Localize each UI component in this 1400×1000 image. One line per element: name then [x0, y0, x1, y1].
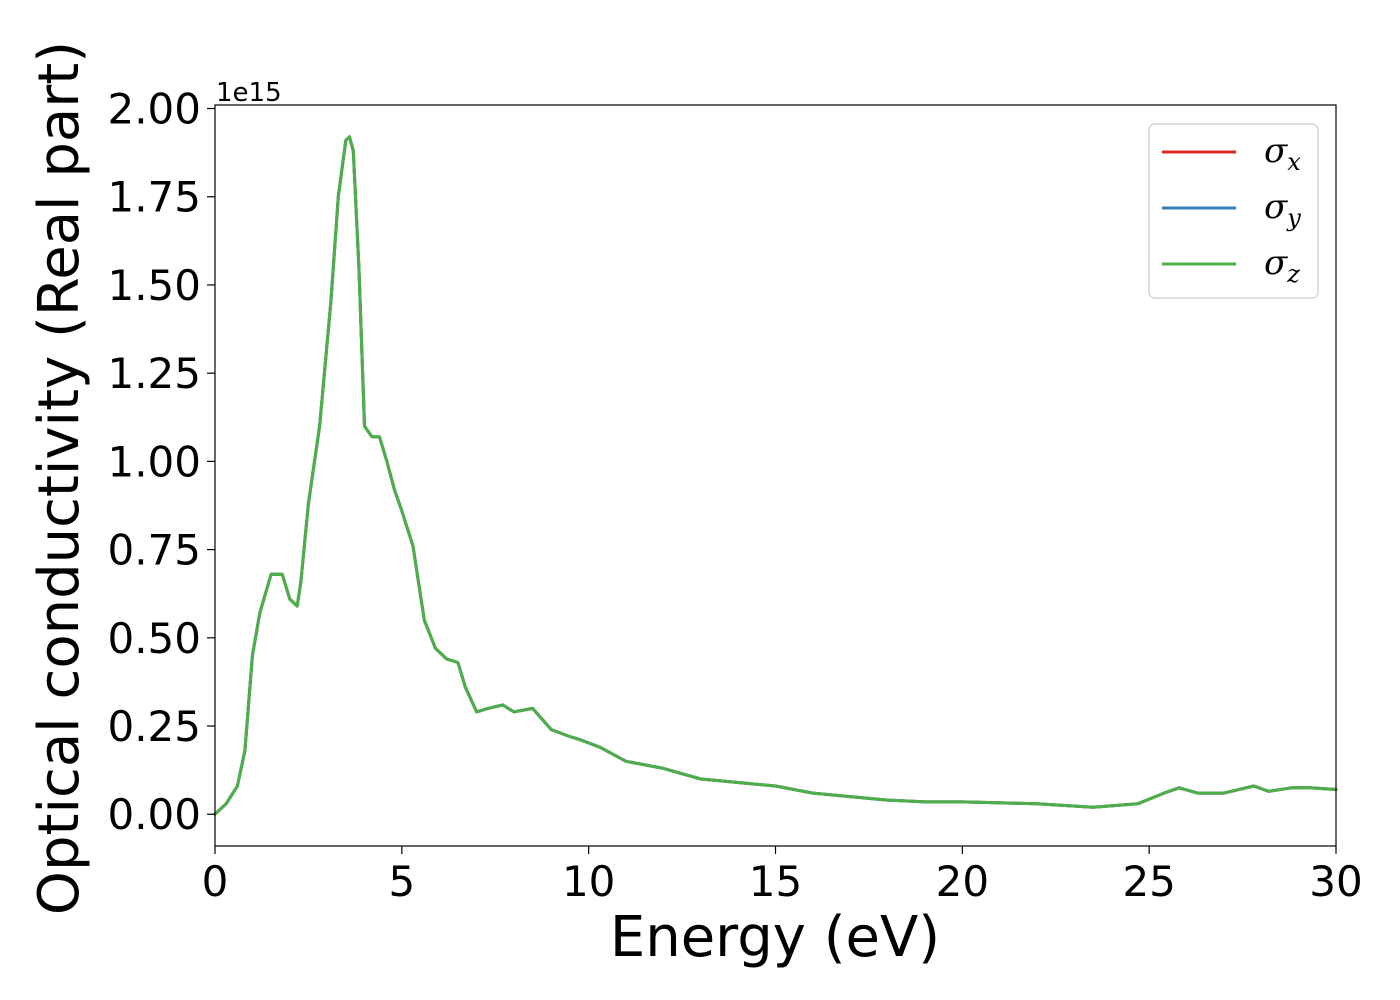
y-axis-ticks: 0.00 0.25 0.50 0.75 1.00 1.25 1.50 1.75 2.00 [107, 85, 215, 839]
y-tick-label: 1.75 [107, 173, 201, 222]
x-tick-label: 0 [202, 857, 229, 906]
x-axis-label: Energy (eV) [610, 905, 940, 970]
legend-label-symbol: σ [1264, 243, 1288, 283]
y-tick-label: 0.50 [107, 614, 201, 663]
y-tick-label: 0.00 [107, 790, 201, 839]
x-tick-label: 25 [1122, 857, 1175, 906]
legend-label-subscript: y [1286, 204, 1301, 232]
legend-label-x: σx [1264, 131, 1301, 176]
series-line-z [213, 135, 1338, 816]
x-tick-label: 10 [562, 857, 615, 906]
y-axis-label: Optical conductivity (Real part) [27, 41, 92, 915]
legend-frame [1148, 123, 1319, 299]
y-tick-label: 0.75 [107, 526, 201, 575]
legend-label-symbol: σ [1264, 131, 1288, 171]
legend-label-y: σy [1264, 187, 1301, 232]
y-tick-label: 1.25 [107, 349, 201, 398]
series-layer [213, 135, 1338, 816]
legend-label-symbol: σ [1264, 187, 1288, 227]
y-tick-label: 0.25 [107, 702, 201, 751]
x-tick-label: 15 [749, 857, 802, 906]
legend-label-z: σz [1264, 243, 1300, 288]
x-tick-label: 5 [388, 857, 415, 906]
y-tick-label: 1.50 [107, 261, 201, 310]
legend-label-subscript: z [1286, 260, 1300, 288]
legend-label-subscript: x [1287, 148, 1301, 176]
y-tick-label: 1.00 [107, 437, 201, 486]
x-tick-label: 20 [936, 857, 989, 906]
y-tick-label: 2.00 [107, 85, 201, 134]
x-tick-label: 30 [1309, 857, 1362, 906]
y-offset-label: 1e15 [216, 78, 282, 108]
x-axis-ticks: 0 5 10 15 20 25 30 [202, 846, 1363, 906]
